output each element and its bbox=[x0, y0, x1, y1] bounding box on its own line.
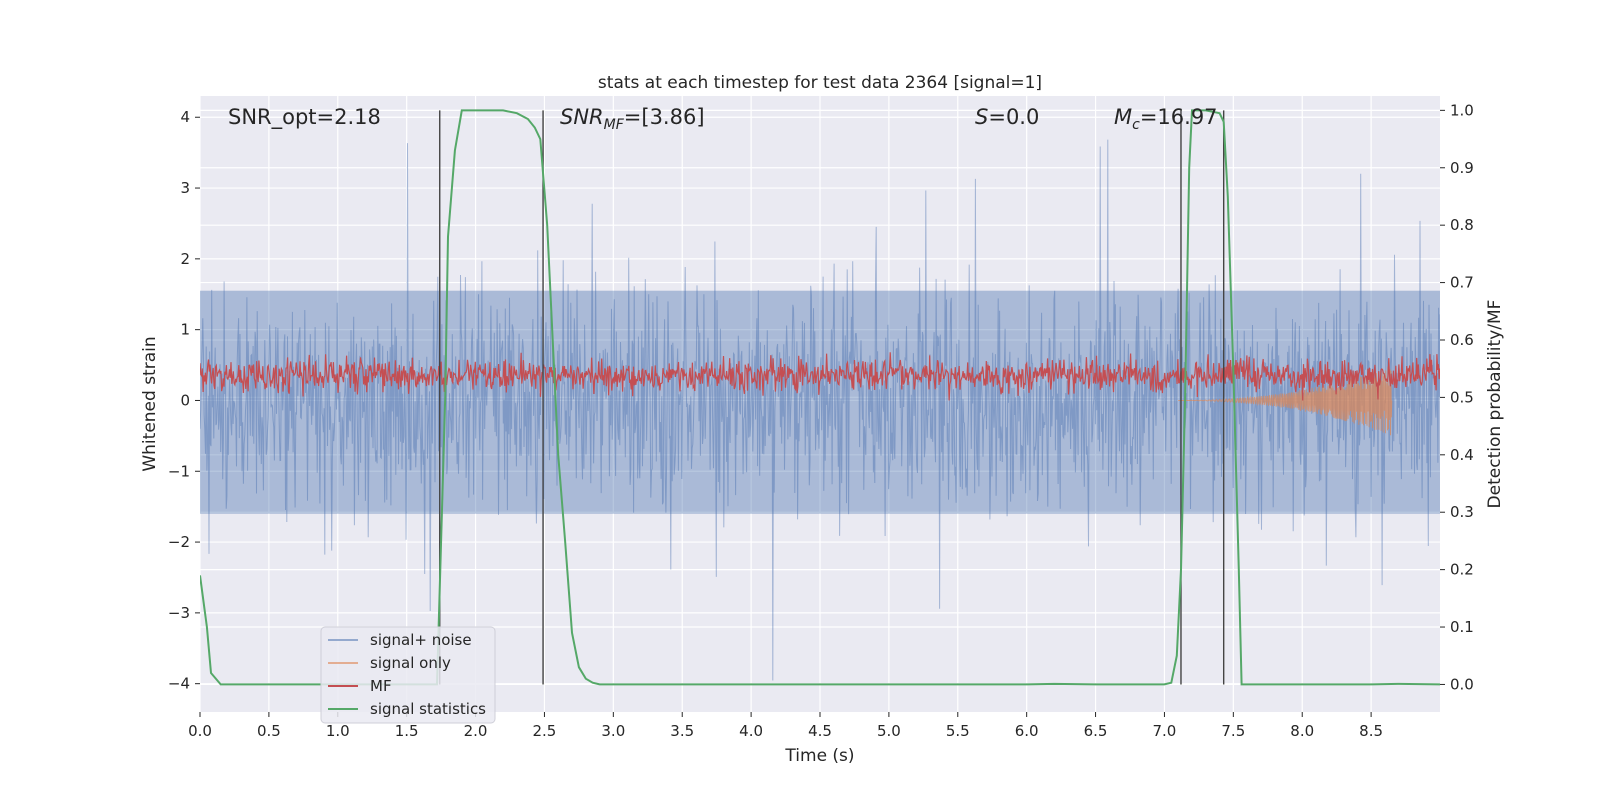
legend-box bbox=[320, 626, 496, 724]
y-tick-label: 3 bbox=[180, 179, 190, 197]
y2-tick-label: 0.7 bbox=[1450, 274, 1474, 292]
x-tick-label: 1.0 bbox=[326, 722, 350, 740]
x-tick-label: 7.0 bbox=[1153, 722, 1177, 740]
legend-label-signal-only: signal only bbox=[370, 654, 451, 672]
x-tick-label: 5.0 bbox=[877, 722, 901, 740]
mc-annotation: Mc=16.97 bbox=[1114, 105, 1218, 133]
y2-tick-label: 0.2 bbox=[1450, 561, 1474, 579]
y-tick-label: 2 bbox=[180, 250, 190, 268]
snr-mf-value: =[3.86] bbox=[624, 105, 705, 129]
x-tick-label: 4.5 bbox=[808, 722, 832, 740]
mc-main: M bbox=[1114, 105, 1132, 129]
y-tick-label: −2 bbox=[168, 533, 190, 551]
s-annotation: S=0.0 bbox=[975, 105, 1039, 129]
y2-tick-label: 0.3 bbox=[1450, 503, 1474, 521]
y-tick-label: −4 bbox=[168, 675, 190, 693]
plot-layer bbox=[200, 109, 1440, 686]
y2-tick-label: 1.0 bbox=[1450, 101, 1474, 119]
s-value: =0.0 bbox=[988, 105, 1039, 129]
legend-label-mf: MF bbox=[370, 677, 392, 695]
y-tick-label: −1 bbox=[168, 462, 190, 480]
x-tick-label: 7.5 bbox=[1221, 722, 1245, 740]
snr-opt-annotation: SNR_opt=2.18 bbox=[228, 105, 381, 130]
y-tick-label: −3 bbox=[168, 604, 190, 622]
signal-only-line bbox=[1178, 366, 1393, 436]
x-tick-label: 8.5 bbox=[1359, 722, 1383, 740]
y-tick-label: 4 bbox=[180, 108, 190, 126]
x-tick-label: 6.5 bbox=[1084, 722, 1108, 740]
chart-title: stats at each timestep for test data 236… bbox=[598, 73, 1042, 93]
x-tick-label: 5.5 bbox=[946, 722, 970, 740]
x-tick-label: 8.0 bbox=[1290, 722, 1314, 740]
snr-mf-annotation: SNRMF=[3.86] bbox=[560, 105, 705, 133]
snr-mf-sub: MF bbox=[604, 117, 625, 133]
x-tick-label: 3.0 bbox=[601, 722, 625, 740]
mc-sub: c bbox=[1132, 117, 1140, 133]
y-axis-label: Whitened strain bbox=[140, 336, 160, 471]
x-axis-label: Time (s) bbox=[784, 746, 854, 766]
y-tick-label: 1 bbox=[180, 321, 190, 339]
x-tick-label: 2.0 bbox=[464, 722, 488, 740]
x-tick-label: 6.0 bbox=[1015, 722, 1039, 740]
x-tick-label: 0.0 bbox=[188, 722, 212, 740]
x-tick-label: 3.5 bbox=[670, 722, 694, 740]
y2-tick-label: 0.1 bbox=[1450, 618, 1474, 636]
y-tick-label: 0 bbox=[180, 391, 190, 409]
mc-value: =16.97 bbox=[1140, 105, 1218, 129]
x-tick-label: 1.5 bbox=[395, 722, 419, 740]
y2-tick-label: 0.9 bbox=[1450, 159, 1474, 177]
y2-tick-label: 0.0 bbox=[1450, 675, 1474, 693]
y2-tick-label: 0.8 bbox=[1450, 216, 1474, 234]
y2-tick-label: 0.4 bbox=[1450, 446, 1474, 464]
x-tick-label: 2.5 bbox=[533, 722, 557, 740]
y2-tick-label: 0.6 bbox=[1450, 331, 1474, 349]
x-tick-label: 0.5 bbox=[257, 722, 281, 740]
s-main: S bbox=[975, 105, 988, 129]
y2-tick-label: 0.5 bbox=[1450, 388, 1474, 406]
y2-axis-label: Detection probability/MF bbox=[1485, 300, 1505, 509]
signal-statistics-line bbox=[200, 109, 1440, 686]
x-tick-label: 4.0 bbox=[739, 722, 763, 740]
legend: signal+ noise signal only MF signal stat… bbox=[320, 626, 496, 724]
axis-ticks: 0.0 0.5 1.0 1.5 2.0 2.5 3.0 3.5 4.0 4.5 5.0 5.5 6.0 6… bbox=[168, 101, 1474, 740]
legend-label-signal-noise: signal+ noise bbox=[370, 631, 472, 649]
snr-mf-main: SNR bbox=[560, 105, 604, 129]
legend-label-signal-statistics: signal statistics bbox=[370, 700, 486, 718]
